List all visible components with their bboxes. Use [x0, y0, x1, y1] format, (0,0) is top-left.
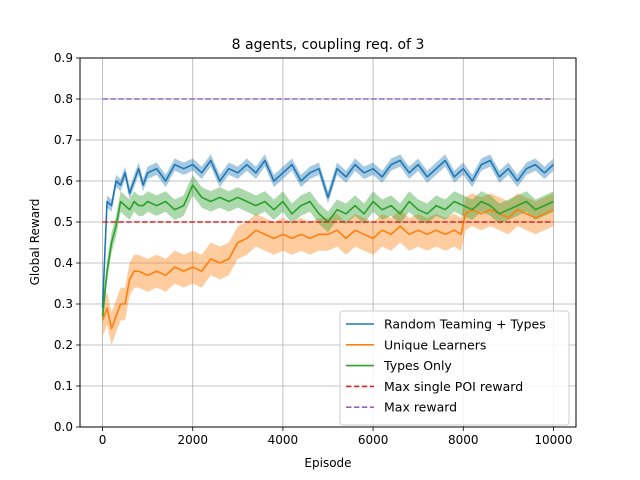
y-tick-label: 0.4: [54, 256, 73, 270]
random-teaming-types-band: [102, 154, 554, 315]
y-tick-label: 0.9: [54, 51, 73, 65]
legend: Random Teaming + Types Unique Learners Typ…: [339, 310, 570, 426]
y-axis-label: Global Reward: [28, 199, 42, 286]
confidence-bands: [102, 154, 554, 345]
axis-ticks: 0 2000 4000 6000 8000 10000 0.0 0.1 0.2 0.3 0.4 0.5…: [54, 51, 573, 447]
legend-label-unique-learners: Unique Learners: [384, 337, 486, 352]
y-tick-label: 0.3: [54, 297, 73, 311]
types-only-band: [102, 174, 554, 327]
unique-learners-band: [102, 193, 554, 345]
legend-label-types-only: Types Only: [383, 358, 452, 373]
x-tick-label: 4000: [268, 433, 299, 447]
y-tick-label: 0.0: [54, 420, 73, 434]
x-tick-label: 8000: [448, 433, 479, 447]
x-tick-label: 6000: [358, 433, 389, 447]
y-tick-label: 0.7: [54, 133, 73, 147]
x-tick-label: 2000: [177, 433, 208, 447]
random-teaming-types-line: [101, 159, 554, 309]
legend-label-max-single-poi-reward: Max single POI reward: [384, 379, 523, 394]
y-tick-label: 0.2: [54, 338, 73, 352]
chart-title: 8 agents, coupling req. of 3: [232, 37, 425, 53]
legend-label-max-reward: Max reward: [384, 400, 457, 415]
legend-box: [339, 310, 570, 426]
unique-learners-line: [101, 208, 554, 330]
y-tick-label: 0.6: [54, 174, 73, 188]
plot-frame: [79, 57, 577, 428]
legend-label-random-teaming-types: Random Teaming + Types: [384, 317, 546, 332]
x-tick-label: 0: [99, 433, 107, 447]
x-axis-label: Episode: [304, 456, 351, 470]
y-tick-label: 0.1: [54, 379, 73, 393]
types-only-line: [101, 184, 554, 317]
y-tick-label: 0.5: [54, 215, 73, 229]
y-tick-label: 0.8: [54, 92, 73, 106]
x-tick-label: 10000: [534, 433, 572, 447]
series-lines: [101, 98, 554, 330]
